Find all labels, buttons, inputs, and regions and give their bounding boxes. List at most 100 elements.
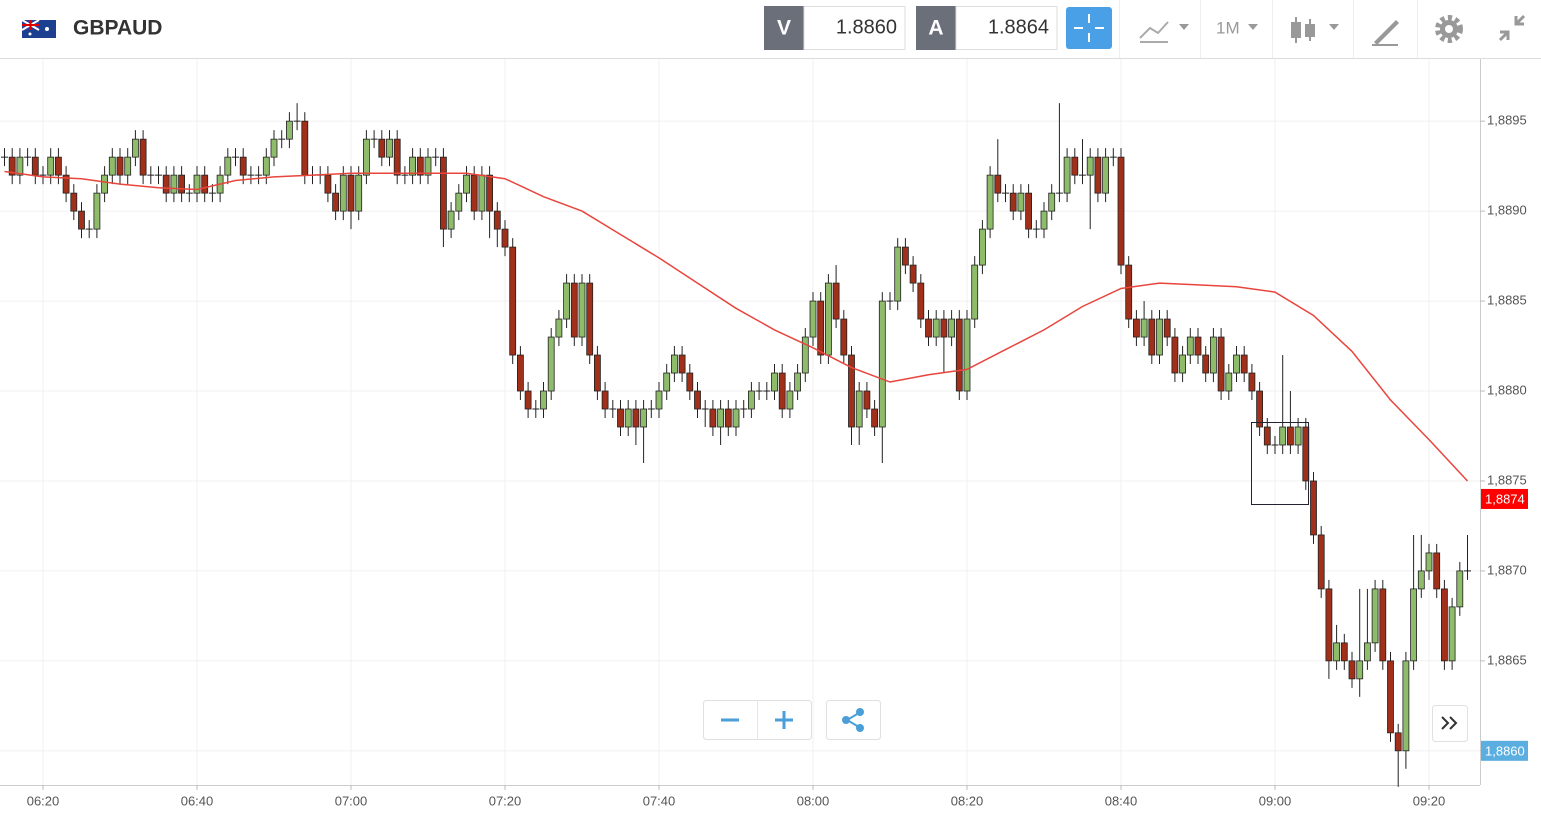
candle-body — [1148, 318, 1156, 356]
settings-button[interactable] — [1435, 15, 1463, 43]
bid-label: V — [777, 17, 791, 40]
candle-body — [93, 192, 101, 230]
candle-body — [617, 408, 624, 428]
candle-body — [55, 156, 62, 176]
candle-body — [540, 390, 547, 410]
candle-body — [16, 156, 24, 176]
share-button[interactable] — [826, 700, 881, 740]
zoom-controls — [703, 700, 812, 740]
candle-body — [1194, 336, 1202, 356]
ask-box[interactable] — [955, 6, 1058, 50]
candle-body — [501, 228, 509, 248]
timeframe[interactable]: 1M — [1216, 18, 1240, 37]
candle-body — [262, 156, 270, 176]
candle-body — [301, 120, 309, 176]
candle-body — [1387, 660, 1394, 734]
candle-body — [925, 318, 932, 338]
candle-body — [694, 390, 701, 410]
flag — [21, 19, 56, 38]
candle-body — [1356, 660, 1364, 680]
candle-body — [1302, 426, 1310, 482]
candle-body — [832, 282, 840, 320]
candle-body — [1125, 264, 1133, 320]
candle-body — [1348, 660, 1356, 680]
candle-body — [1340, 642, 1348, 662]
crosshair-button[interactable] — [1066, 7, 1112, 49]
bid-price: 1.8860 — [836, 16, 897, 38]
candle-body — [1240, 354, 1248, 374]
zoom-in[interactable] — [775, 711, 793, 729]
candle-body — [455, 192, 463, 212]
candle-body — [124, 156, 132, 176]
bid-box[interactable] — [803, 6, 906, 50]
candle-body — [70, 192, 78, 212]
candle-body — [193, 174, 201, 194]
symbol: GBPAUD — [73, 17, 162, 40]
candle-body — [1425, 552, 1433, 572]
candle-body — [801, 336, 809, 374]
candle-body — [393, 138, 401, 176]
collapse-button[interactable] — [1498, 14, 1526, 42]
candle-body — [594, 354, 601, 392]
x-tick-label: 08:40 — [1105, 793, 1138, 808]
candle-body — [986, 174, 994, 230]
candle-body — [31, 156, 39, 176]
candle-body — [686, 372, 694, 392]
candle-body — [170, 174, 178, 194]
candle-body — [1325, 588, 1333, 662]
candle-body — [786, 390, 794, 410]
candle-body — [963, 318, 971, 392]
candle-body — [386, 138, 393, 158]
candle-body — [270, 138, 278, 158]
candle-body — [101, 174, 108, 194]
candle-body — [1287, 426, 1294, 446]
candle-body — [555, 318, 563, 338]
candle-body — [416, 156, 424, 176]
x-tick-label: 07:40 — [643, 793, 676, 808]
candle-body — [878, 300, 886, 428]
candle-body — [1364, 642, 1371, 662]
candle-body — [678, 354, 686, 374]
candles-button[interactable] — [1291, 17, 1339, 43]
timeframe-caret — [1248, 24, 1258, 30]
candle-body — [663, 372, 671, 392]
candle-body — [517, 354, 524, 392]
candle-body — [8, 156, 16, 176]
candle-body — [817, 300, 825, 356]
candle-body — [724, 408, 732, 428]
scroll-end-button[interactable] — [1432, 705, 1468, 742]
candle-body — [1163, 318, 1171, 338]
candle-body — [447, 210, 455, 230]
candle-body — [478, 174, 486, 212]
candle-body — [1417, 570, 1425, 590]
candle-body — [748, 390, 755, 410]
ask-label: A — [928, 17, 943, 40]
candle-body — [1279, 426, 1287, 446]
candle-body — [201, 174, 209, 194]
candle-body — [362, 138, 370, 176]
candle-body — [1394, 732, 1402, 752]
candle-body — [1456, 570, 1464, 608]
candle-body — [1156, 318, 1163, 356]
candle-body — [1094, 156, 1102, 194]
candle-body — [1179, 354, 1186, 374]
candle-body — [994, 174, 1002, 194]
candle-body — [586, 282, 594, 356]
x-tick-label: 09:00 — [1259, 793, 1292, 808]
candle-body — [1217, 336, 1225, 392]
candle-body — [848, 354, 855, 428]
candle-body — [1248, 372, 1256, 392]
candle-body — [955, 318, 963, 392]
drawing-button[interactable] — [1372, 20, 1399, 46]
candle-body — [332, 192, 340, 212]
candle-body — [1071, 156, 1079, 176]
chart-type-button[interactable] — [1139, 21, 1189, 43]
candle-body — [324, 174, 332, 194]
y-tick-label: 1,8870 — [1487, 562, 1527, 577]
x-tick-label: 07:00 — [335, 793, 368, 808]
candle-body — [1202, 354, 1210, 374]
candle-body — [671, 354, 678, 374]
candle-body — [178, 174, 186, 194]
candle-body — [1117, 156, 1125, 266]
